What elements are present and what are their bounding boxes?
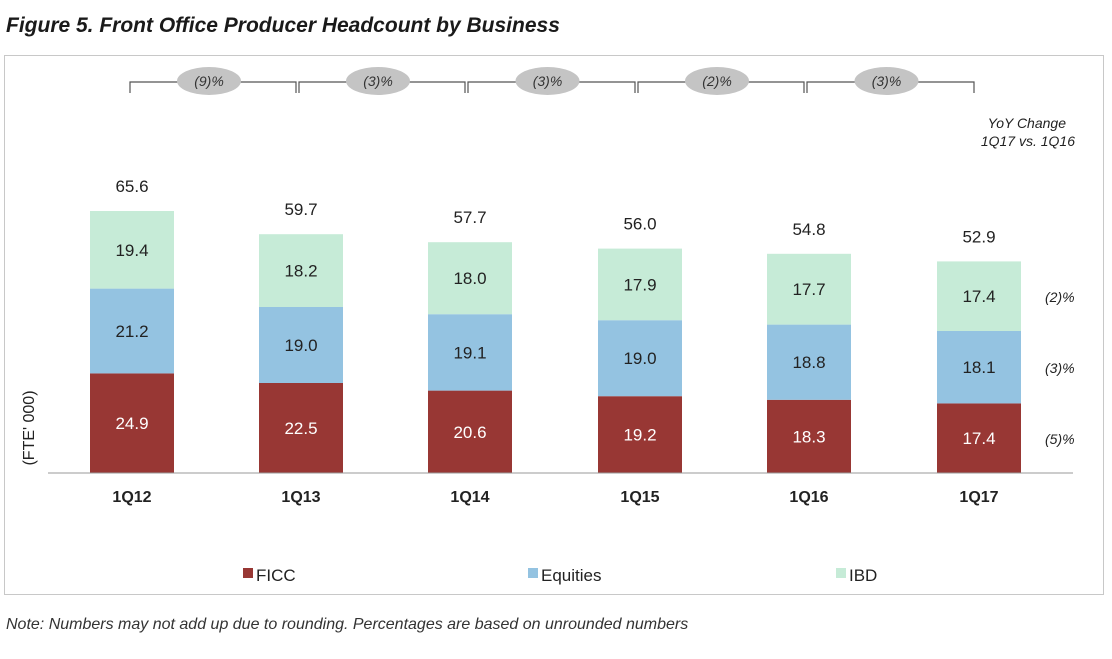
data-label-ficc-1q16: 18.3 xyxy=(792,427,825,446)
data-label-ibd-1q15: 17.9 xyxy=(623,275,656,294)
bar-ficc-1q13 xyxy=(259,383,343,473)
bar-ibd-1q12 xyxy=(90,211,174,289)
data-label-ibd-1q13: 18.2 xyxy=(284,262,317,281)
data-label-ibd-1q16: 17.7 xyxy=(792,280,825,299)
yoy-pill-1 xyxy=(177,67,241,95)
bar-ibd-1q13 xyxy=(259,234,343,307)
legend-label-equities: Equities xyxy=(541,566,601,585)
bar-equities-1q17 xyxy=(937,331,1021,404)
data-label-equities-1q16: 18.8 xyxy=(792,353,825,372)
yoy-bracket-label-3: (3)% xyxy=(533,73,563,89)
data-label-ficc-1q14: 20.6 xyxy=(453,423,486,442)
chart-frame xyxy=(4,55,1104,595)
yoy-header-line-2: 1Q17 vs. 1Q16 xyxy=(981,133,1075,149)
x-tick-label-1q15: 1Q15 xyxy=(620,489,659,506)
data-label-ibd-1q17: 17.4 xyxy=(962,287,995,306)
bar-ibd-1q14 xyxy=(428,242,512,315)
data-label-ficc-1q12: 24.9 xyxy=(115,414,148,433)
bar-ficc-1q12 xyxy=(90,373,174,473)
total-label-1q15: 56.0 xyxy=(623,215,656,234)
legend-swatch-ibd xyxy=(836,568,846,578)
data-label-ibd-1q12: 19.4 xyxy=(115,241,148,260)
data-label-ibd-1q14: 18.0 xyxy=(453,269,486,288)
bar-equities-1q14 xyxy=(428,314,512,391)
yoy-pill-3 xyxy=(515,67,580,95)
bar-ibd-1q17 xyxy=(937,261,1021,331)
yoy-series-ibd: (2)% xyxy=(1045,289,1075,305)
yoy-series-ficc: (5)% xyxy=(1045,431,1075,447)
yoy-bracket-label-4: (2)% xyxy=(702,73,732,89)
total-label-1q16: 54.8 xyxy=(792,220,825,239)
figure-title: Figure 5. Front Office Producer Headcoun… xyxy=(6,14,560,37)
yoy-bracket-label-5: (3)% xyxy=(872,73,902,89)
legend-swatch-ficc xyxy=(243,568,253,578)
bar-ibd-1q16 xyxy=(767,253,851,325)
bar-equities-1q12 xyxy=(90,288,174,374)
y-axis-label: (FTE' 000) xyxy=(21,390,38,465)
legend-label-ibd: IBD xyxy=(849,566,877,585)
yoy-pill-4 xyxy=(685,67,749,95)
data-label-ficc-1q13: 22.5 xyxy=(284,419,317,438)
bar-equities-1q13 xyxy=(259,307,343,383)
x-tick-label-1q17: 1Q17 xyxy=(959,489,998,506)
x-tick-label-1q12: 1Q12 xyxy=(112,489,151,506)
data-label-equities-1q15: 19.0 xyxy=(623,349,656,368)
bar-ficc-1q15 xyxy=(598,396,682,473)
data-label-equities-1q12: 21.2 xyxy=(115,322,148,341)
total-label-1q14: 57.7 xyxy=(453,208,486,227)
yoy-pill-2 xyxy=(346,67,410,95)
x-tick-label-1q13: 1Q13 xyxy=(281,489,320,506)
data-label-equities-1q17: 18.1 xyxy=(962,358,995,377)
yoy-pill-5 xyxy=(854,67,919,95)
data-label-ficc-1q17: 17.4 xyxy=(962,429,995,448)
yoy-bracket-label-2: (3)% xyxy=(363,73,393,89)
data-label-equities-1q14: 19.1 xyxy=(453,343,486,362)
bar-ficc-1q14 xyxy=(428,390,512,473)
footnote: Note: Numbers may not add up due to roun… xyxy=(6,616,689,633)
bar-ficc-1q17 xyxy=(937,403,1021,473)
bar-equities-1q15 xyxy=(598,320,682,397)
total-label-1q17: 52.9 xyxy=(962,227,995,246)
yoy-bracket-label-1: (9)% xyxy=(194,73,224,89)
yoy-header-line-1: YoY Change xyxy=(988,115,1067,131)
legend-label-ficc: FICC xyxy=(256,566,296,585)
data-label-equities-1q13: 19.0 xyxy=(284,336,317,355)
bar-equities-1q16 xyxy=(767,324,851,400)
bar-ficc-1q16 xyxy=(767,399,851,473)
total-label-1q13: 59.7 xyxy=(284,200,317,219)
legend-swatch-equities xyxy=(528,568,538,578)
x-tick-label-1q16: 1Q16 xyxy=(789,489,828,506)
yoy-series-equities: (3)% xyxy=(1045,360,1075,376)
bar-ibd-1q15 xyxy=(598,248,682,321)
data-label-ficc-1q15: 19.2 xyxy=(623,426,656,445)
x-tick-label-1q14: 1Q14 xyxy=(450,489,489,506)
total-label-1q12: 65.6 xyxy=(115,177,148,196)
